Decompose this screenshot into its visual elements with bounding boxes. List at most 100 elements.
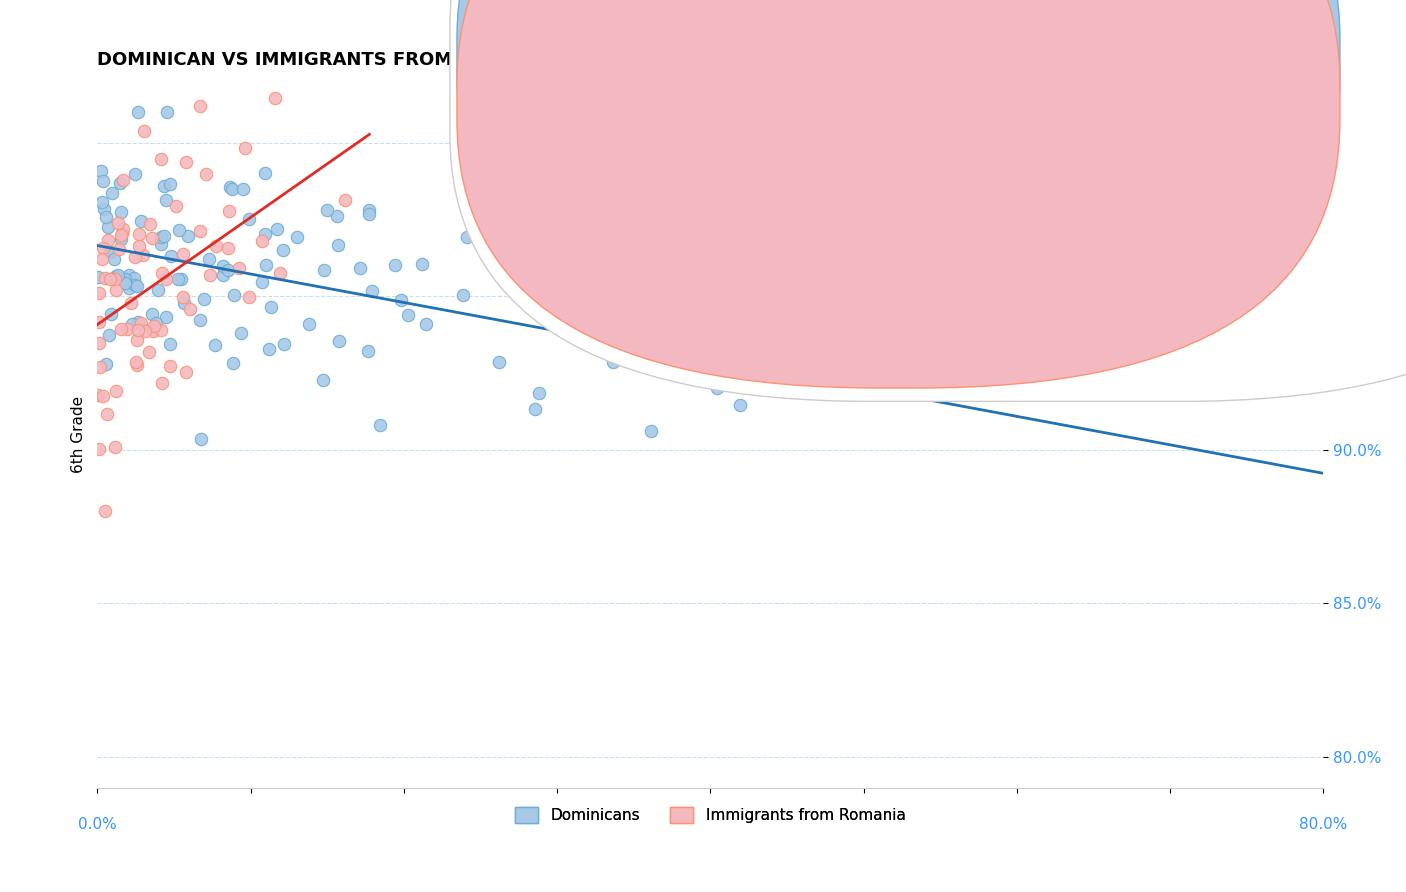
Point <box>730 331 752 345</box>
Point <box>217 241 239 255</box>
Point <box>111 173 134 187</box>
Point <box>91 388 114 402</box>
Point <box>100 272 122 286</box>
Point <box>94 357 117 371</box>
Point <box>110 227 132 242</box>
Point <box>124 167 146 181</box>
Point <box>312 262 335 277</box>
Point <box>198 252 221 267</box>
Point <box>91 174 114 188</box>
Point <box>91 252 114 267</box>
Point <box>273 337 295 351</box>
Point <box>110 204 132 219</box>
Point <box>87 315 110 329</box>
Text: 0.307: 0.307 <box>973 82 1032 100</box>
Point <box>188 99 211 113</box>
Point <box>94 210 117 224</box>
Point <box>211 259 233 273</box>
Point <box>104 441 127 455</box>
Point <box>384 258 406 272</box>
Point <box>91 241 114 255</box>
Point <box>98 328 121 343</box>
Point <box>176 365 198 379</box>
Text: DOMINICAN VS IMMIGRANTS FROM ROMANIA 6TH GRADE CORRELATION CHART: DOMINICAN VS IMMIGRANTS FROM ROMANIA 6TH… <box>97 51 898 69</box>
Point <box>633 356 655 370</box>
Point <box>389 293 412 308</box>
Point <box>368 418 391 433</box>
Point <box>224 288 246 302</box>
Point <box>602 355 624 369</box>
Point <box>125 355 148 369</box>
Point <box>349 260 371 275</box>
Point <box>104 283 127 297</box>
Point <box>312 373 335 387</box>
Point <box>218 203 240 218</box>
Point <box>524 401 547 416</box>
Text: Source: ZipAtlas.com: Source: ZipAtlas.com <box>1097 27 1230 40</box>
Point <box>269 266 291 280</box>
Point <box>728 398 751 412</box>
Point <box>252 275 274 289</box>
Point <box>150 266 173 280</box>
Point <box>125 333 148 347</box>
Point <box>155 194 177 208</box>
Point <box>159 337 181 351</box>
Point <box>127 315 149 329</box>
Point <box>254 227 277 241</box>
Point <box>640 424 662 438</box>
Point <box>172 290 194 304</box>
Point <box>149 230 172 244</box>
Point <box>212 268 235 283</box>
Point <box>138 218 160 232</box>
Point <box>165 199 187 213</box>
Point <box>122 271 145 285</box>
Point <box>128 238 150 252</box>
Point <box>104 272 127 286</box>
Point <box>131 247 153 261</box>
Point <box>204 238 226 252</box>
Point <box>90 163 112 178</box>
Point <box>204 338 226 352</box>
Point <box>111 226 134 240</box>
Point <box>129 316 152 330</box>
Point <box>105 384 128 399</box>
Point <box>89 359 111 374</box>
Legend: Dominicans, Immigrants from Romania: Dominicans, Immigrants from Romania <box>509 801 911 830</box>
Point <box>221 182 243 196</box>
Point <box>259 343 281 357</box>
Point <box>142 318 165 333</box>
Point <box>121 318 143 332</box>
Point <box>156 105 179 120</box>
Point <box>174 155 197 169</box>
Point <box>97 234 120 248</box>
Point <box>159 359 181 373</box>
Point <box>170 272 193 286</box>
Point <box>100 186 122 200</box>
Text: 80.0%: 80.0% <box>1299 817 1347 832</box>
Text: -0.357: -0.357 <box>973 37 1032 55</box>
Point <box>138 345 160 359</box>
Point <box>129 213 152 227</box>
Point <box>527 386 550 401</box>
Point <box>359 202 381 217</box>
Point <box>260 300 283 314</box>
Point <box>114 277 136 291</box>
Point <box>396 308 419 322</box>
Point <box>253 166 276 180</box>
Point <box>357 343 380 358</box>
Point <box>501 251 523 265</box>
Point <box>150 376 173 390</box>
Point <box>222 356 245 370</box>
Point <box>124 250 146 264</box>
Point <box>127 105 149 120</box>
Point <box>415 317 437 331</box>
Point <box>326 238 349 252</box>
Point <box>108 242 131 256</box>
Text: N =: N = <box>1047 37 1084 55</box>
Point <box>190 433 212 447</box>
Text: R =: R = <box>931 37 967 55</box>
Point <box>87 286 110 301</box>
Point <box>155 310 177 325</box>
Point <box>93 271 115 285</box>
Point <box>326 209 349 223</box>
